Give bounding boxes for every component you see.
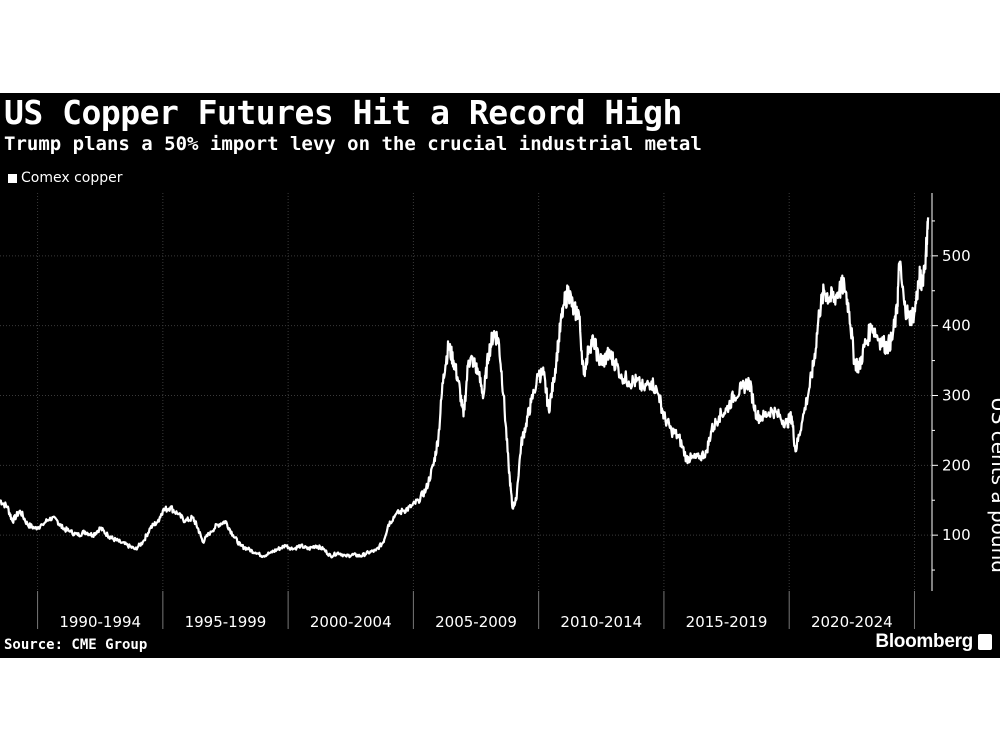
x-tick-label: 2015-2019 bbox=[686, 613, 768, 631]
y-tick-label: 500 bbox=[942, 247, 971, 265]
legend: Comex copper bbox=[8, 170, 123, 186]
x-tick-label: 2005-2009 bbox=[435, 613, 517, 631]
x-tick-label: 1995-1999 bbox=[185, 613, 267, 631]
x-tick-label: 2020-2024 bbox=[811, 613, 893, 631]
y-axis-title: US cents a pound bbox=[987, 397, 1000, 573]
label-layer: 100 200 300 400 500 1990-1994 1995-1999 2000-20… bbox=[59, 247, 970, 631]
series-line-comex-copper bbox=[0, 217, 930, 559]
x-tick-label: 1990-1994 bbox=[59, 613, 141, 631]
source-note: Source: CME Group bbox=[4, 637, 148, 653]
brand-name: Bloomberg bbox=[875, 631, 973, 652]
bloomberg-logo-icon bbox=[978, 634, 992, 650]
y-tick-label: 200 bbox=[942, 456, 971, 474]
axis-layer bbox=[37, 193, 938, 629]
y-tick-label: 300 bbox=[942, 386, 971, 404]
y-tick-label: 400 bbox=[942, 317, 971, 335]
legend-label: Comex copper bbox=[21, 170, 123, 186]
chart-subtitle: Trump plans a 50% import levy on the cru… bbox=[4, 133, 702, 155]
line-chart: 100 200 300 400 500 1990-1994 1995-1999 2000-20… bbox=[0, 193, 1000, 631]
chart-panel: US Copper Futures Hit a Record High Trum… bbox=[0, 93, 1000, 658]
x-tick-label: 2000-2004 bbox=[310, 613, 392, 631]
y-tick-label: 100 bbox=[942, 526, 971, 544]
x-tick-label: 2010-2014 bbox=[560, 613, 642, 631]
brand-logo: Bloomberg bbox=[875, 631, 992, 653]
legend-swatch bbox=[8, 173, 17, 183]
chart-title: US Copper Futures Hit a Record High bbox=[4, 93, 682, 132]
